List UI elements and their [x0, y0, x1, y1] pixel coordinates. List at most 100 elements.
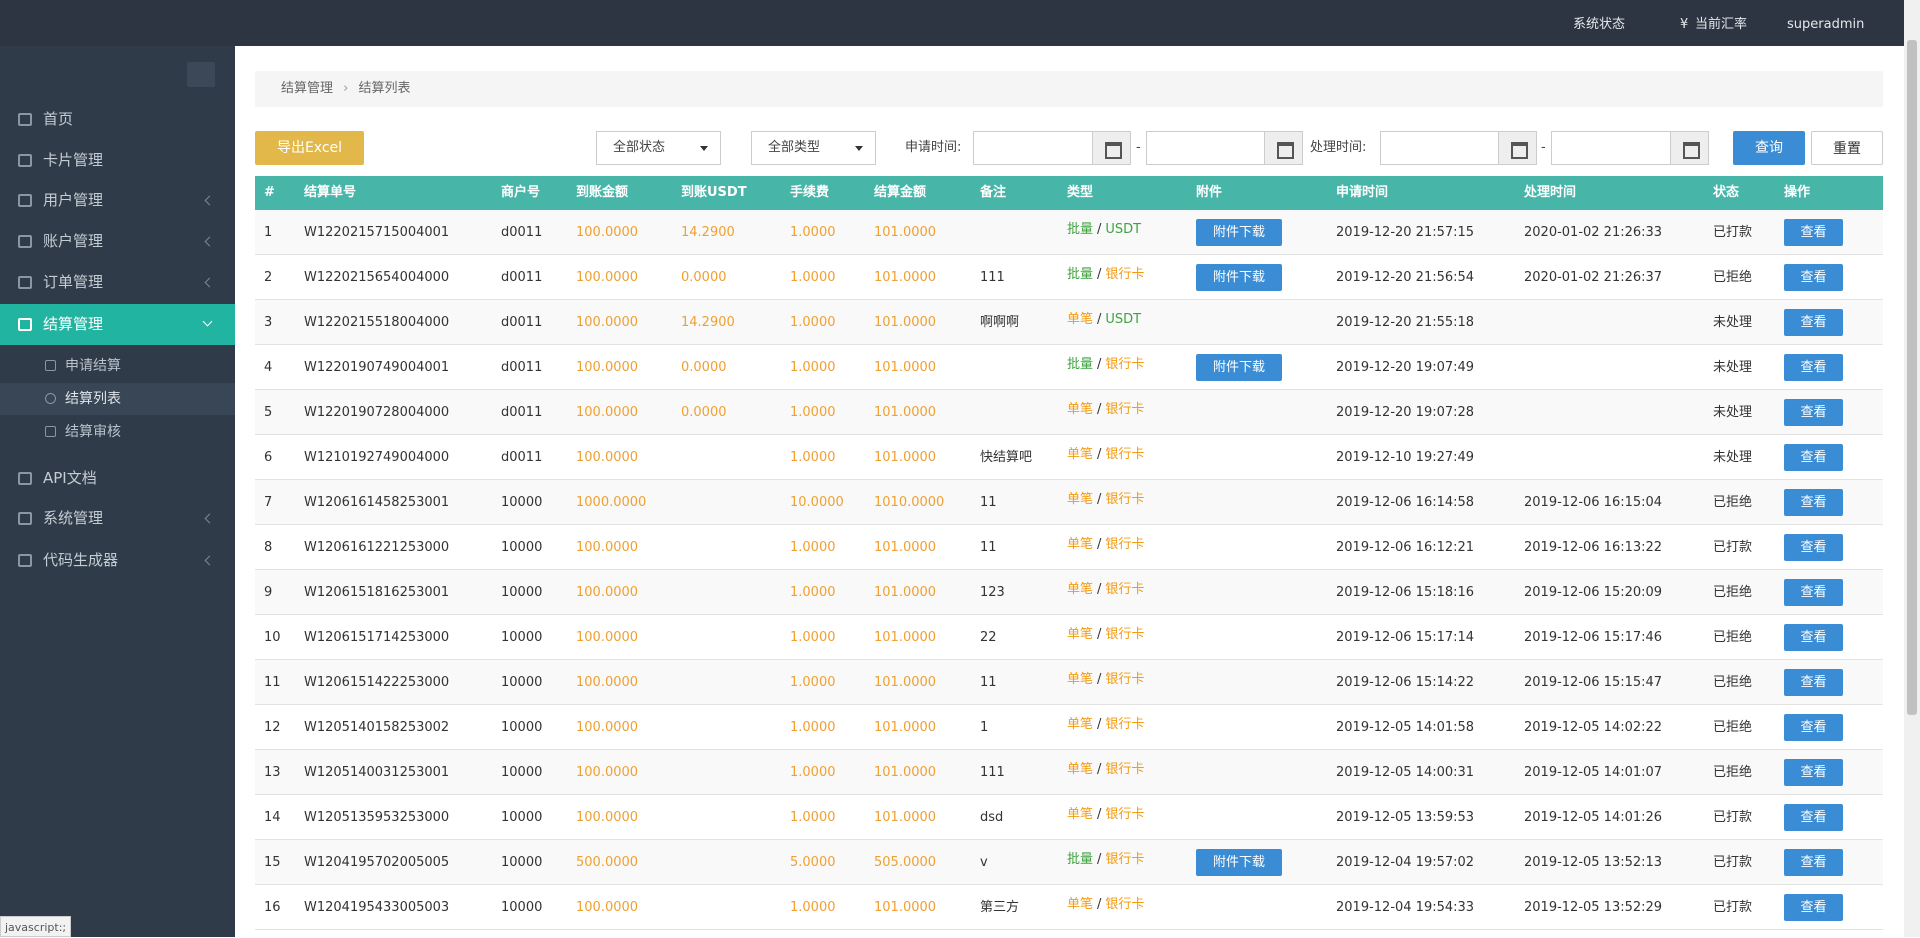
- view-button[interactable]: 查看: [1784, 894, 1843, 921]
- menu-item[interactable]: 订单管理: [0, 262, 235, 303]
- rate[interactable]: 当前汇率: [1695, 17, 1748, 32]
- cell-usdt: 0.0000: [681, 270, 727, 285]
- cell-amount: 100.0000: [576, 810, 639, 825]
- cell-amount: 100.0000: [576, 765, 639, 780]
- cell-no: 1: [264, 225, 273, 240]
- view-button[interactable]: 查看: [1784, 849, 1843, 876]
- view-button[interactable]: 查看: [1784, 669, 1843, 696]
- crumb[interactable]: 结算管理: [281, 81, 334, 96]
- menu-item[interactable]: 结算管理: [0, 304, 235, 345]
- type-cell: 单笔 / 银行卡: [1067, 522, 1144, 567]
- cell-process-time: 2020-01-02 21:26:37: [1524, 270, 1663, 285]
- export-button[interactable]: 导出Excel: [255, 131, 364, 165]
- column-header: 手续费: [790, 185, 830, 200]
- view-button[interactable]: 查看: [1784, 354, 1843, 381]
- cell-amount: 100.0000: [576, 630, 639, 645]
- date-input[interactable]: [1380, 131, 1537, 165]
- date-input[interactable]: [973, 131, 1131, 165]
- view-button[interactable]: 查看: [1784, 624, 1843, 651]
- type-separator: /: [1097, 312, 1102, 327]
- cell-apply-time: 2019-12-05 13:59:53: [1336, 810, 1475, 825]
- cell-settle: 101.0000: [874, 540, 937, 555]
- mode-tag: 单笔: [1067, 762, 1094, 777]
- cell-merchant: 10000: [501, 900, 543, 915]
- channel-tag: 银行卡: [1105, 672, 1145, 687]
- date-input[interactable]: [1146, 131, 1303, 165]
- cell-remark: 111: [980, 270, 1005, 285]
- view-button[interactable]: 查看: [1784, 444, 1843, 471]
- view-button[interactable]: 查看: [1784, 219, 1843, 246]
- top-bar: 系统状态 ¥ 当前汇率 superadmin: [0, 0, 1920, 46]
- submenu-item[interactable]: 结算审核: [0, 416, 235, 448]
- view-button[interactable]: 查看: [1784, 264, 1843, 291]
- search-button[interactable]: 查询: [1733, 131, 1805, 165]
- mode-tag: 单笔: [1067, 717, 1094, 732]
- range-sep: -: [1541, 140, 1546, 155]
- scrollbar[interactable]: [1904, 0, 1920, 937]
- cell-status: 已拒绝: [1713, 675, 1753, 690]
- type-separator: /: [1097, 807, 1102, 822]
- status-select[interactable]: 全部状态: [596, 131, 721, 165]
- cell-apply-time: 2019-12-05 14:00:31: [1336, 765, 1475, 780]
- cell-apply-time: 2019-12-20 21:56:54: [1336, 270, 1475, 285]
- column-header: 状态: [1713, 185, 1740, 200]
- cell-settle: 101.0000: [874, 900, 937, 915]
- table-row: 10 W1206151714253000 10000 100.0000 1.0000 10…: [255, 615, 1883, 660]
- system-status[interactable]: 系统状态: [1573, 17, 1626, 32]
- cell-remark: 啊啊啊: [980, 315, 1020, 330]
- submenu-item[interactable]: 结算列表: [0, 383, 235, 415]
- menu-item[interactable]: 代码生成器: [0, 540, 235, 581]
- view-button[interactable]: 查看: [1784, 399, 1843, 426]
- cell-merchant: d0011: [501, 270, 543, 285]
- cell-settle: 101.0000: [874, 225, 937, 240]
- mode-tag: 单笔: [1067, 492, 1094, 507]
- cell-fee: 5.0000: [790, 855, 836, 870]
- cell-amount: 100.0000: [576, 405, 639, 420]
- table-header: # 结算单号 商户号 到账金额 到账USDT 手续费 结算金额 备注 类型 附件 申请时间 处理时间 状…: [255, 176, 1883, 210]
- cell-remark: v: [980, 855, 988, 870]
- menu-item[interactable]: 账户管理: [0, 221, 235, 262]
- attachment-button[interactable]: 附件下载: [1196, 354, 1282, 381]
- cell-process-time: 2019-12-06 16:15:04: [1524, 495, 1663, 510]
- view-button[interactable]: 查看: [1784, 489, 1843, 516]
- cell-settle: 101.0000: [874, 585, 937, 600]
- cell-no: 6: [264, 450, 273, 465]
- cell-settle: 101.0000: [874, 765, 937, 780]
- view-button[interactable]: 查看: [1784, 579, 1843, 606]
- cell-fee: 1.0000: [790, 585, 836, 600]
- cell-amount: 100.0000: [576, 675, 639, 690]
- view-button[interactable]: 查看: [1784, 534, 1843, 561]
- type-select[interactable]: 全部类型: [751, 131, 876, 165]
- attachment-button[interactable]: 附件下载: [1196, 264, 1282, 291]
- cell-remark: 11: [980, 540, 997, 555]
- mode-tag: 批量: [1067, 357, 1094, 372]
- submenu-item[interactable]: 申请结算: [0, 350, 235, 382]
- date-input[interactable]: [1551, 131, 1709, 165]
- cell-settle: 101.0000: [874, 720, 937, 735]
- cell-settle: 101.0000: [874, 630, 937, 645]
- view-button[interactable]: 查看: [1784, 309, 1843, 336]
- view-button[interactable]: 查看: [1784, 804, 1843, 831]
- menu-toggle[interactable]: [187, 62, 215, 87]
- cell-fee: 1.0000: [790, 675, 836, 690]
- cell-merchant: 10000: [501, 765, 543, 780]
- view-button[interactable]: 查看: [1784, 759, 1843, 786]
- cell-fee: 1.0000: [790, 315, 836, 330]
- cell-amount: 100.0000: [576, 270, 639, 285]
- table-row: 9 W1206151816253001 10000 100.0000 1.0000 101…: [255, 570, 1883, 615]
- attachment-button[interactable]: 附件下载: [1196, 219, 1282, 246]
- table-row: 15 W1204195702005005 10000 500.0000 5.0000 50…: [255, 840, 1883, 885]
- mode-tag: 单笔: [1067, 312, 1094, 327]
- cell-apply-time: 2019-12-04 19:54:33: [1336, 900, 1475, 915]
- user[interactable]: superadmin: [1787, 17, 1865, 32]
- menu-item[interactable]: 首页: [0, 99, 235, 140]
- cell-merchant: d0011: [501, 315, 543, 330]
- cell-apply-time: 2019-12-20 19:07:49: [1336, 360, 1475, 375]
- menu-item[interactable]: 系统管理: [0, 498, 235, 539]
- attachment-button[interactable]: 附件下载: [1196, 849, 1282, 876]
- reset-button[interactable]: 重置: [1811, 131, 1883, 165]
- menu-item[interactable]: 用户管理: [0, 180, 235, 221]
- menu-item[interactable]: API文档: [0, 458, 235, 499]
- view-button[interactable]: 查看: [1784, 714, 1843, 741]
- menu-item[interactable]: 卡片管理: [0, 140, 235, 181]
